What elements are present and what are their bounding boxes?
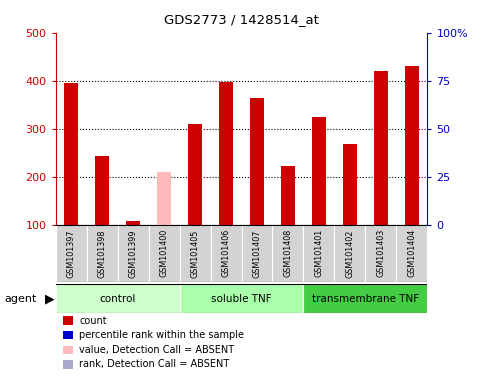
Bar: [219, 82, 233, 225]
Bar: [334, 225, 366, 282]
Bar: [157, 172, 171, 225]
Text: GSM101403: GSM101403: [376, 229, 385, 278]
Text: agent: agent: [5, 294, 37, 304]
Bar: [242, 225, 272, 282]
Bar: [180, 225, 211, 282]
Bar: [64, 83, 78, 225]
Bar: [312, 117, 326, 225]
Text: ▶: ▶: [45, 292, 55, 305]
Bar: [272, 225, 303, 282]
Bar: [117, 225, 149, 282]
Text: GSM101405: GSM101405: [190, 229, 199, 278]
Text: rank, Detection Call = ABSENT: rank, Detection Call = ABSENT: [79, 359, 229, 369]
Text: percentile rank within the sample: percentile rank within the sample: [79, 330, 244, 340]
Bar: [180, 284, 303, 313]
Text: control: control: [99, 293, 136, 304]
Text: GSM101400: GSM101400: [159, 229, 169, 278]
Bar: [250, 98, 264, 225]
Bar: [126, 221, 140, 225]
Text: GSM101398: GSM101398: [98, 229, 107, 278]
Text: soluble TNF: soluble TNF: [211, 293, 272, 304]
Text: GDS2773 / 1428514_at: GDS2773 / 1428514_at: [164, 13, 319, 26]
Text: value, Detection Call = ABSENT: value, Detection Call = ABSENT: [79, 345, 234, 355]
Text: GSM101397: GSM101397: [67, 229, 75, 278]
Bar: [56, 284, 180, 313]
Bar: [86, 225, 117, 282]
Bar: [281, 166, 295, 225]
Bar: [303, 284, 427, 313]
Text: GSM101406: GSM101406: [222, 229, 230, 278]
Bar: [303, 225, 334, 282]
Text: GSM101407: GSM101407: [253, 229, 261, 278]
Bar: [374, 71, 388, 225]
Bar: [366, 225, 397, 282]
Bar: [188, 124, 202, 225]
Text: transmembrane TNF: transmembrane TNF: [312, 293, 419, 304]
Bar: [397, 225, 427, 282]
Bar: [405, 66, 419, 225]
Text: GSM101404: GSM101404: [408, 229, 416, 278]
Bar: [149, 225, 180, 282]
Text: GSM101399: GSM101399: [128, 229, 138, 278]
Text: GSM101402: GSM101402: [345, 229, 355, 278]
Text: GSM101408: GSM101408: [284, 229, 293, 278]
Bar: [95, 156, 109, 225]
Bar: [56, 225, 86, 282]
Bar: [211, 225, 242, 282]
Text: GSM101401: GSM101401: [314, 229, 324, 278]
Bar: [343, 144, 357, 225]
Text: count: count: [79, 316, 107, 326]
